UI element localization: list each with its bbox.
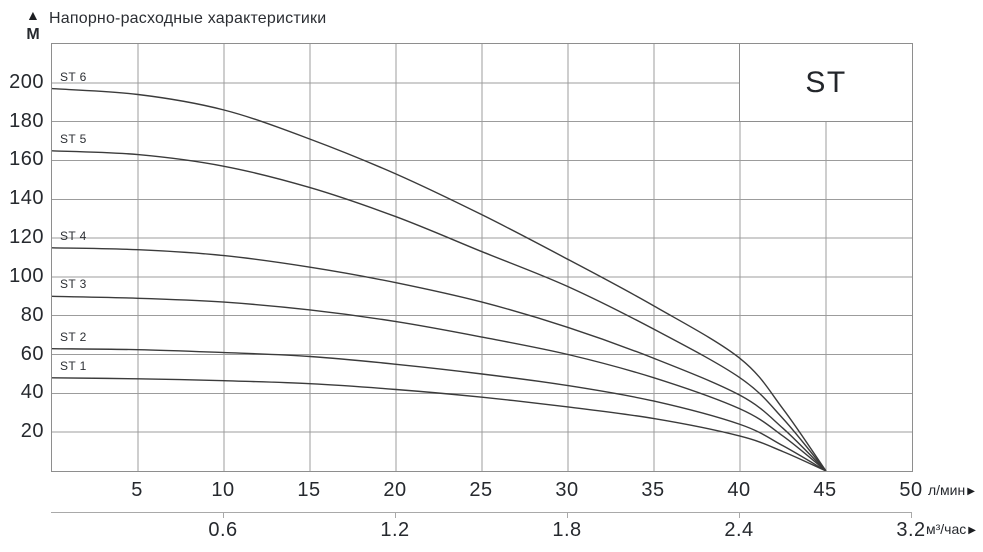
curve-label-ST-6: ST 6 bbox=[60, 69, 87, 84]
pump-curve-ST-2 bbox=[52, 348, 827, 471]
pump-curve-ST-3 bbox=[52, 295, 827, 471]
pump-curve-ST-6 bbox=[52, 87, 827, 471]
curve-label-ST-3: ST 3 bbox=[60, 277, 87, 292]
curve-label-ST-4: ST 4 bbox=[60, 228, 87, 243]
secondary-axis-tick-label: 1.8 bbox=[552, 519, 582, 541]
y-tick-label: 120 bbox=[9, 226, 44, 249]
secondary-axis-line bbox=[51, 512, 912, 513]
secondary-axis-tick-label: 1.2 bbox=[380, 519, 410, 541]
x-tick-label: 45 bbox=[813, 479, 837, 501]
series-family-box: ST bbox=[739, 44, 912, 122]
secondary-axis-unit-text: м³/час bbox=[926, 521, 967, 537]
curve-label-ST-5: ST 5 bbox=[60, 131, 87, 146]
secondary-axis-tick-label: 0.6 bbox=[208, 519, 238, 541]
x-tick-label: 50 bbox=[899, 479, 923, 501]
secondary-axis-tick-mark bbox=[567, 512, 568, 518]
plot-canvas bbox=[52, 44, 912, 471]
secondary-axis-tick-mark bbox=[223, 512, 224, 518]
y-axis-up-arrow-icon: ▲ bbox=[26, 7, 40, 23]
y-tick-label: 180 bbox=[9, 109, 44, 132]
secondary-axis-tick-label: 2.4 bbox=[724, 519, 754, 541]
secondary-axis-tick-mark bbox=[739, 512, 740, 518]
y-tick-label: 20 bbox=[20, 420, 44, 443]
plot-area: ST ST 6 ST 5 ST 4 ST 3 ST 2 ST 1 bbox=[51, 43, 913, 472]
x-axis-arrow-icon: ▶ bbox=[967, 486, 975, 497]
x-tick-label: 20 bbox=[383, 479, 407, 501]
x-tick-label: 5 bbox=[131, 479, 143, 501]
pump-curve-ST-4 bbox=[52, 247, 827, 471]
curve-label-ST-2: ST 2 bbox=[60, 329, 87, 344]
pump-curve-ST-5 bbox=[52, 150, 827, 471]
x-axis-unit-text: л/мин bbox=[928, 482, 966, 498]
secondary-axis-tick-mark bbox=[395, 512, 396, 518]
curve-label-ST-1: ST 1 bbox=[60, 358, 87, 373]
x-tick-label: 10 bbox=[211, 479, 235, 501]
y-tick-label: 40 bbox=[20, 381, 44, 404]
x-tick-label: 35 bbox=[641, 479, 665, 501]
y-tick-label: 100 bbox=[9, 264, 44, 287]
y-tick-label: 140 bbox=[9, 187, 44, 210]
y-tick-label: 80 bbox=[20, 303, 44, 326]
y-axis-unit-label: М bbox=[26, 26, 40, 43]
x-axis-unit: л/мин ▶ bbox=[928, 482, 975, 498]
x-tick-label: 25 bbox=[469, 479, 493, 501]
secondary-axis-tick-label: 3.2 bbox=[896, 519, 926, 541]
y-tick-label: 60 bbox=[20, 342, 44, 365]
secondary-axis-tick-mark bbox=[911, 512, 912, 518]
secondary-axis-arrow-icon: ▶ bbox=[968, 525, 976, 536]
series-family-label: ST bbox=[805, 65, 847, 99]
secondary-axis-unit: м³/час ▶ bbox=[926, 521, 976, 537]
pump-curve-ST-1 bbox=[52, 377, 827, 471]
x-tick-label: 30 bbox=[555, 479, 579, 501]
y-tick-label: 160 bbox=[9, 148, 44, 171]
x-tick-label: 40 bbox=[727, 479, 751, 501]
x-tick-label: 15 bbox=[297, 479, 321, 501]
chart-title: Напорно-расходные характеристики bbox=[49, 10, 327, 27]
y-tick-label: 200 bbox=[9, 70, 44, 93]
